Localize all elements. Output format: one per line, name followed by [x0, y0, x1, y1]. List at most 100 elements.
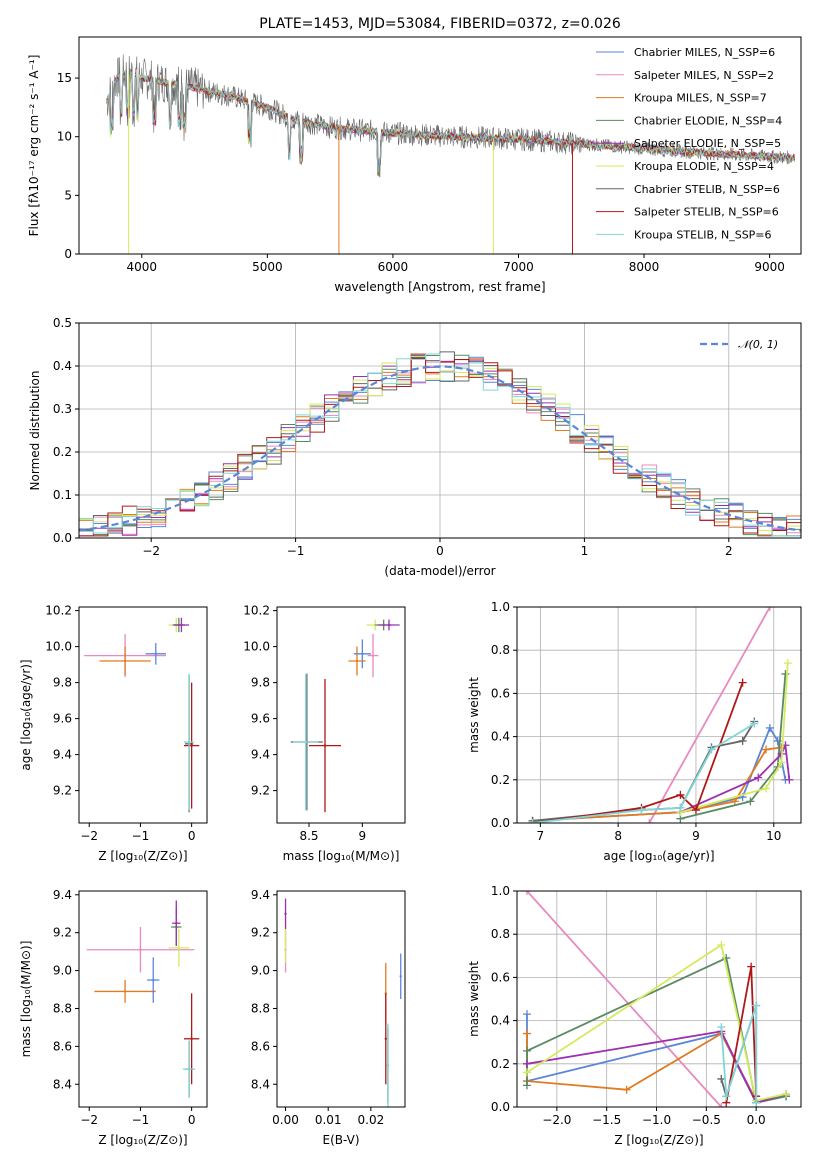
weight-marker-salpeter_miles: [717, 1103, 726, 1107]
weight-line-kroupa_elodie: [680, 663, 789, 814]
x-tick-label: −2: [80, 829, 98, 843]
data-point-salpeter_stelib: [190, 744, 193, 747]
x-tick-label: 0.01: [315, 1113, 342, 1127]
x-axis-label: (data-model)/error: [384, 564, 495, 578]
weight-marker-kroupa_stelib: [637, 806, 646, 815]
weight-marker-salpeter_elodie: [522, 1059, 531, 1068]
weight-marker-kroupa_stelib: [752, 1001, 761, 1010]
x-tick-label: −1: [132, 1113, 150, 1127]
y-tick-label: 0.2: [491, 1057, 510, 1071]
x-tick-label: 4000: [127, 260, 158, 274]
x-tick-label: 9: [359, 829, 367, 843]
y-tick-label: 9.2: [251, 784, 270, 798]
y-tick-label: 0.6: [491, 686, 510, 700]
y-axis-label: Flux [fλ10⁻¹⁷ erg cm⁻² s⁻¹ A⁻¹]: [27, 55, 41, 237]
y-axis-label: age [log₁₀(age/yr)]: [19, 659, 33, 770]
panel-mass_weight_vs_Z: −2.0 −1.5 −1.0 −0.5 0.0 0.0 0.2 0.4 0.6 0.8 1.0 Z […: [467, 884, 802, 1147]
weight-marker-kroupa_miles: [522, 1029, 531, 1038]
weight-marker-kroupa_stelib: [717, 1023, 726, 1032]
panel-residuals: −2 −1 0 1 2 0.0 0.1 0.2 0.3 0.4 0.5 (data-model)/er…: [28, 316, 802, 578]
panel-mass_weight_vs_age: 7 8 9 10 0.0 0.2 0.4 0.6 0.8 1.0 age [log₁₀(age/yr…: [467, 600, 802, 863]
weight-marker-kroupa_stelib: [750, 719, 759, 728]
plot-area: [290, 619, 400, 813]
x-tick-label: 0.02: [358, 1113, 385, 1127]
weight-marker-kroupa_elodie: [783, 659, 792, 668]
weight-marker-salpeter_stelib: [738, 678, 747, 687]
x-tick-label: −2: [142, 544, 160, 558]
panel-mass_vs_Z: −2 −1 0 8.4 8.6 8.8 9.0 9.2 9.4 Z [log₁₀(Z/Z⊙)] ma…: [19, 888, 208, 1147]
data-point-kroupa_stelib: [304, 740, 307, 744]
axes-frame: [78, 890, 208, 1108]
data-point-kroupa_elodie: [177, 946, 181, 950]
residual-histogram-kroupa_elodie: [79, 356, 801, 537]
data-point-chabrier_miles: [152, 978, 155, 982]
data-point-kroupa_miles: [123, 990, 127, 993]
weight-marker-kroupa_stelib: [707, 745, 716, 754]
y-tick-label: 0.6: [491, 970, 510, 984]
data-point-kroupa_stelib: [187, 740, 191, 744]
panel-age_vs_mass: 8.5 9 9.2 9.4 9.6 9.8 10.0 10.2 mass [log₁₀(M/M⊙…: [243, 604, 406, 863]
y-tick-label: 10.2: [45, 604, 72, 618]
plot-area: [79, 351, 801, 537]
data-point-kroupa_miles: [355, 659, 359, 663]
y-tick-label: 10.0: [45, 640, 72, 654]
weight-line-salpeter_miles: [526, 891, 722, 1107]
y-tick-label: 0.2: [491, 773, 510, 787]
y-tick-label: 0.4: [53, 359, 72, 373]
x-tick-label: 0: [188, 829, 196, 843]
observed-spectrum-line: [106, 54, 795, 178]
data-point-salpeter_elodie: [180, 623, 183, 627]
weight-marker-kroupa_elodie: [522, 1068, 531, 1077]
data-point-chabrier_miles: [399, 975, 402, 978]
x-tick-label: 0: [188, 1113, 196, 1127]
data-point-kroupa_stelib: [187, 1067, 191, 1071]
legend-entry-salpeter_stelib: Salpeter STELIB, N_SSP=6: [634, 206, 779, 219]
weight-marker-salpeter_miles: [522, 891, 531, 895]
y-axis-label: Normed distribution: [28, 371, 42, 491]
data-point-salpeter_stelib: [323, 744, 327, 747]
y-tick-label: 0.3: [53, 402, 72, 416]
x-tick-label: 0: [436, 544, 444, 558]
panel-age_vs_Z: −2 −1 0 9.2 9.4 9.6 9.8 10.0 10.2 Z [log₁₀(Z/Z⊙)]…: [19, 604, 208, 863]
y-tick-label: 0.2: [53, 445, 72, 459]
legend-entry-chabrier_miles: Chabrier MILES, N_SSP=6: [634, 46, 775, 59]
plot-area: [86, 900, 200, 1098]
weight-marker-kroupa_miles: [622, 1085, 631, 1094]
y-tick-label: 9.4: [53, 748, 72, 762]
axes-frame: [78, 36, 802, 255]
y-tick-label: 0.0: [491, 1100, 510, 1114]
weight-marker-chabrier_elodie: [522, 1046, 531, 1055]
legend-entry-chabrier_elodie: Chabrier ELODIE, N_SSP=4: [634, 114, 782, 127]
x-tick-label: 8000: [629, 260, 660, 274]
y-tick-label: 0.8: [491, 643, 510, 657]
axes-frame: [516, 890, 802, 1108]
weight-marker-chabrier_miles: [522, 1010, 531, 1019]
y-tick-label: 9.8: [53, 676, 72, 690]
weight-marker-salpeter_stelib: [691, 806, 700, 815]
weight-marker-kroupa_miles: [730, 797, 739, 806]
y-tick-label: 5: [64, 188, 72, 202]
weight-marker-salpeter_miles: [645, 819, 654, 823]
y-tick-label: 0.5: [53, 316, 72, 330]
data-point-salpeter_elodie: [284, 912, 287, 915]
x-tick-label: −1: [287, 544, 305, 558]
plot-area: [106, 54, 796, 254]
x-tick-label: −2: [80, 1113, 98, 1127]
y-tick-label: 8.8: [53, 1001, 72, 1015]
weight-marker-salpeter_miles: [765, 607, 774, 611]
y-tick-label: 9.6: [251, 712, 270, 726]
y-tick-label: 9.2: [251, 926, 270, 940]
y-tick-label: 0.8: [491, 927, 510, 941]
legend-entry-normal: 𝒩(0, 1): [738, 338, 778, 351]
weight-marker-chabrier_elodie: [781, 669, 790, 678]
y-tick-label: 9.0: [53, 964, 72, 978]
y-tick-label: 10.0: [243, 640, 270, 654]
axes-frame: [78, 606, 208, 824]
data-point-salpeter_miles: [139, 948, 142, 951]
x-tick-label: 1: [581, 544, 589, 558]
y-tick-label: 9.2: [53, 784, 72, 798]
legend-entry-kroupa_miles: Kroupa MILES, N_SSP=7: [634, 92, 767, 105]
x-tick-label: 7000: [503, 260, 534, 274]
y-tick-label: 0.4: [491, 730, 510, 744]
x-tick-label: 2: [725, 544, 733, 558]
